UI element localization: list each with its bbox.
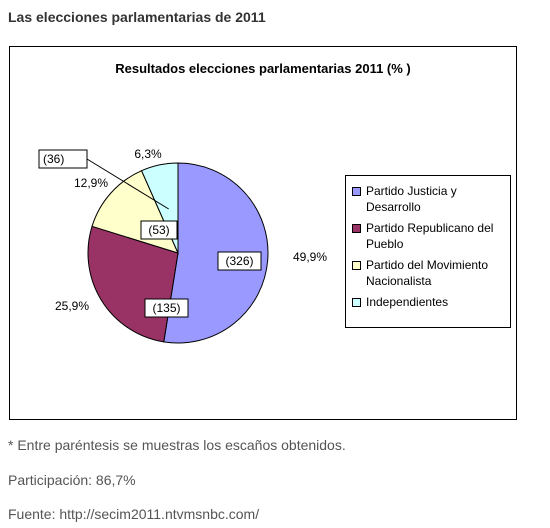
slice-value-label: 6,3% [134, 147, 162, 161]
chart-title: Resultados elecciones parlamentarias 201… [115, 61, 411, 76]
seat-box [140, 220, 178, 240]
legend-item: Partido Republicano del Pueblo [352, 220, 506, 252]
seat-count-label: (135) [152, 301, 180, 315]
seats-note: * Entre paréntesis se muestras los escañ… [8, 437, 346, 453]
legend-label: Partido del Movimiento Nacionalista [366, 258, 489, 288]
chart-legend: Partido Justicia y Desarrollo Partido Repu… [345, 175, 511, 328]
seat-count-label: (53) [148, 223, 169, 237]
legend-item: Independientes [352, 294, 506, 310]
legend-label: Partido Justicia y Desarrollo [366, 184, 457, 214]
legend-label: Independientes [366, 295, 449, 309]
legend-item: Partido Justicia y Desarrollo [352, 183, 506, 215]
seat-count-label: (326) [225, 254, 253, 268]
slice-value-label: 25,9% [55, 299, 89, 313]
participation-text: Participación: 86,7% [8, 472, 136, 488]
page-heading: Las elecciones parlamentarias de 2011 [8, 9, 266, 25]
leader-line [86, 158, 169, 210]
seat-box [144, 298, 189, 318]
seat-box [217, 251, 262, 271]
legend-label: Partido Republicano del Pueblo [366, 221, 494, 251]
seat-box [38, 149, 88, 169]
pie-slice [163, 162, 269, 344]
legend-item: Partido del Movimiento Nacionalista [352, 257, 506, 289]
seat-count-label: (36) [43, 152, 64, 166]
slice-value-label: 49,9% [293, 250, 327, 264]
source-text: Fuente: http://secim2011.ntvmsnbc.com/ [8, 506, 260, 522]
legend-swatch [352, 224, 361, 233]
slice-value-label: 12,9% [74, 176, 108, 190]
pie-chart: 49,9% (326) 25,9% (135) 12,9% (53) 6,3% (36) [38, 147, 327, 344]
legend-swatch [352, 298, 361, 307]
legend-swatch [352, 261, 361, 270]
legend-swatch [352, 187, 361, 196]
chart-frame: Resultados elecciones parlamentarias 201… [9, 46, 517, 420]
